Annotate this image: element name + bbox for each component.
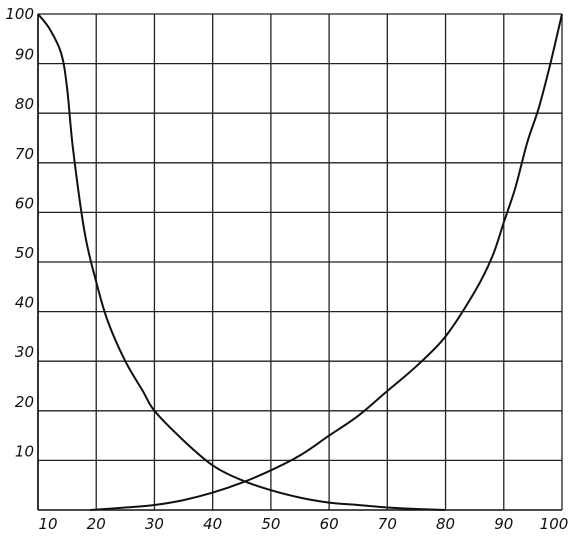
series — [37, 13, 563, 511]
series-line-2 — [90, 13, 563, 511]
x-tick-label-40: 40 — [203, 515, 222, 533]
x-tick-label-30: 30 — [145, 515, 164, 533]
x-tick-label-80: 80 — [436, 515, 455, 533]
y-tick-label-40: 40 — [15, 294, 34, 312]
tick-labels: 10 20 30 40 50 60 70 80 90 100 10 20 30 40 50 60 70 80 90 1… — [5, 5, 568, 533]
y-tick-label-50: 50 — [15, 244, 34, 262]
y-tick-label-90: 90 — [15, 46, 34, 64]
x-tick-label-50: 50 — [261, 515, 280, 533]
axes — [37, 14, 562, 511]
y-tick-label-10: 10 — [15, 442, 34, 460]
x-tick-label-10: 10 — [38, 515, 57, 533]
x-tick-label-20: 20 — [87, 515, 106, 533]
y-tick-label-20: 20 — [15, 393, 34, 411]
x-tick-label-100: 100 — [540, 515, 569, 533]
y-tick-label-30: 30 — [15, 343, 34, 361]
x-tick-label-90: 90 — [494, 515, 513, 533]
y-tick-label-70: 70 — [15, 145, 34, 163]
y-tick-label-80: 80 — [15, 95, 34, 113]
series-line-1 — [37, 13, 446, 511]
x-tick-label-60: 60 — [320, 515, 339, 533]
x-tick-label-70: 70 — [378, 515, 397, 533]
grid — [37, 13, 563, 510]
y-tick-label-60: 60 — [15, 194, 34, 212]
y-tick-label-100: 100 — [5, 5, 34, 23]
